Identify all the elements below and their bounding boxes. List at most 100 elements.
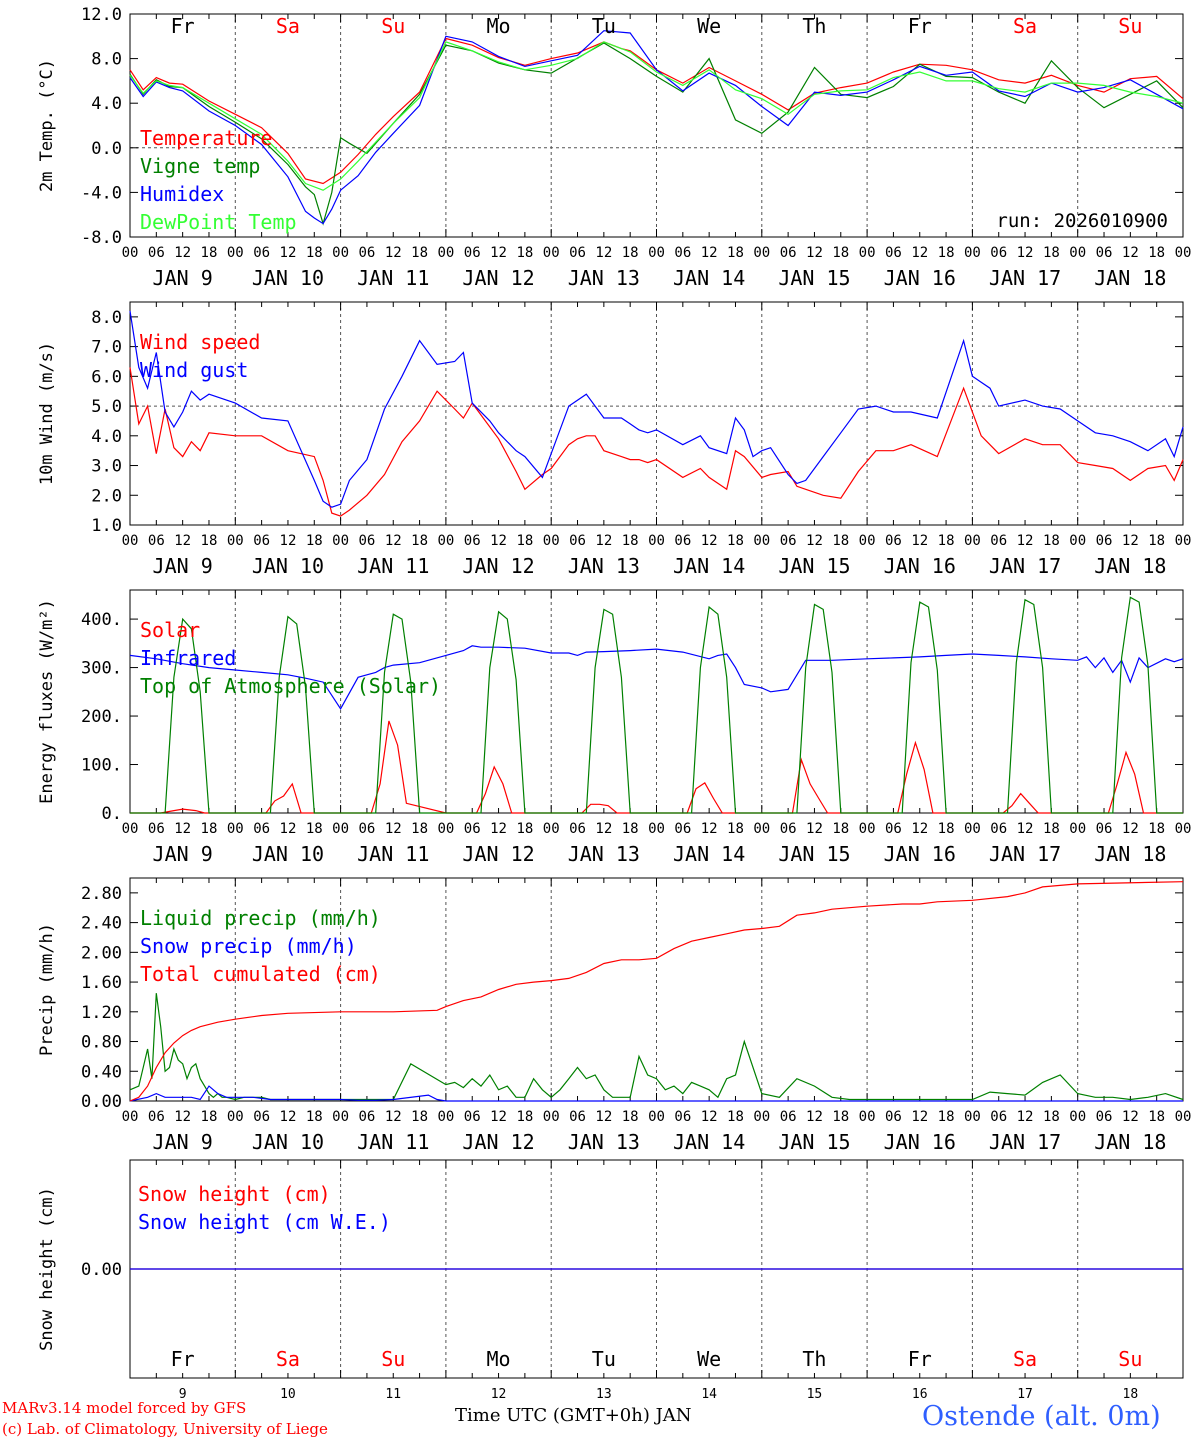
hour-tick-label: 06	[780, 533, 797, 549]
date-label: JAN 14	[673, 842, 745, 866]
y-tick-label: 3.0	[91, 457, 122, 477]
hour-tick-label: 18	[622, 245, 639, 261]
hour-tick-label: 00	[227, 1109, 244, 1125]
hour-tick-label: 12	[806, 821, 823, 837]
date-label: JAN 17	[989, 1130, 1061, 1154]
hour-tick-label: 06	[569, 1109, 586, 1125]
hour-tick-label: 00	[543, 533, 560, 549]
hour-tick-label: 12	[911, 1109, 928, 1125]
hour-tick-label: 18	[516, 245, 533, 261]
day-name-top: Fr	[171, 14, 195, 38]
hour-tick-label: 06	[1096, 1109, 1113, 1125]
date-label: JAN 12	[462, 842, 534, 866]
y-tick-label: 1.60	[81, 973, 122, 993]
date-label: JAN 17	[989, 266, 1061, 290]
hour-tick-label: 00	[859, 533, 876, 549]
panel-1	[129, 13, 1184, 238]
day-name-bottom: Su	[1118, 1347, 1142, 1371]
hour-tick-label: 00	[1175, 533, 1192, 549]
panel-2	[129, 301, 1184, 526]
hour-tick-label: 12	[1122, 1109, 1139, 1125]
series-line-wind-gust	[129, 310, 1184, 508]
series-line-snow-precip-mm-h	[129, 1085, 1183, 1102]
hour-tick-label: 06	[885, 821, 902, 837]
legend-entry: DewPoint Temp	[140, 210, 297, 234]
legend-entry: Total cumulated (cm)	[140, 962, 381, 986]
y-tick-label: 0.	[102, 804, 122, 824]
hour-tick-label: 06	[885, 533, 902, 549]
hour-tick-label: 00	[859, 821, 876, 837]
hour-tick-label: 00	[1069, 821, 1086, 837]
hour-tick-label: 06	[253, 1109, 270, 1125]
hour-tick-label: 18	[516, 821, 533, 837]
day-name-bottom: Fr	[908, 1347, 932, 1371]
hour-tick-label: 18	[1148, 1109, 1165, 1125]
y-tick-label: 12.0	[81, 5, 122, 25]
hour-tick-label: 00	[1069, 533, 1086, 549]
hour-tick-label: 18	[411, 533, 428, 549]
hour-tick-label: 00	[648, 245, 665, 261]
hour-tick-label: 18	[727, 821, 744, 837]
day-name-top: Mo	[487, 14, 511, 38]
hour-tick-label: 18	[938, 821, 955, 837]
hour-tick-label: 06	[990, 821, 1007, 837]
hour-tick-label: 12	[701, 821, 718, 837]
hour-tick-label: 12	[490, 533, 507, 549]
plot-frame	[129, 13, 1184, 238]
day-number-bottom: 9	[179, 1387, 187, 1402]
series-line-total-cumulated-cm	[129, 881, 1184, 1102]
day-name-top: Su	[1118, 14, 1142, 38]
day-number-bottom: 16	[912, 1387, 928, 1402]
legend-entry: Vigne temp	[140, 154, 260, 178]
hour-tick-label: 00	[753, 1109, 770, 1125]
y-tick-label: 4.0	[91, 427, 122, 447]
hour-tick-label: 18	[1043, 245, 1060, 261]
hour-tick-label: 00	[859, 1109, 876, 1125]
series-line-dewpoint-temp	[129, 41, 1184, 191]
date-label: JAN 13	[568, 842, 640, 866]
day-number-bottom: 18	[1123, 1387, 1139, 1402]
hour-tick-label: 18	[306, 821, 323, 837]
legend-entry: Infrared	[140, 646, 236, 670]
hour-tick-label: 12	[1122, 533, 1139, 549]
date-label: JAN 16	[884, 266, 956, 290]
hour-tick-label: 18	[1148, 821, 1165, 837]
hour-tick-label: 12	[280, 245, 297, 261]
y-tick-label: 7.0	[91, 338, 122, 358]
y-tick-label: 0.80	[81, 1033, 122, 1053]
y-tick-label: 0.00	[81, 1092, 122, 1112]
y-axis-title: 10m Wind (m/s)	[37, 342, 57, 485]
day-number-bottom: 11	[385, 1387, 401, 1402]
hour-tick-label: 00	[648, 533, 665, 549]
hour-tick-label: 12	[174, 245, 191, 261]
lab-credit-line: (c) Lab. of Climatology, University of L…	[2, 1420, 328, 1438]
hour-tick-label: 18	[516, 1109, 533, 1125]
hour-tick-label: 00	[1175, 1109, 1192, 1125]
hour-tick-label: 12	[806, 1109, 823, 1125]
hour-tick-label: 06	[1096, 245, 1113, 261]
station-title: Ostende (alt. 0m)	[922, 1401, 1161, 1432]
time-axis-label: Time UTC (GMT+0h) JAN	[455, 1405, 692, 1426]
hour-tick-label: 00	[437, 1109, 454, 1125]
hour-tick-label: 12	[1122, 245, 1139, 261]
y-tick-label: 0.00	[81, 1260, 122, 1280]
hour-tick-label: 06	[253, 821, 270, 837]
date-label: JAN 14	[673, 266, 745, 290]
date-label: JAN 16	[884, 554, 956, 578]
y-tick-label: 400.	[81, 610, 122, 630]
series-line-infrared	[129, 645, 1184, 710]
hour-tick-label: 18	[516, 533, 533, 549]
hour-tick-label: 00	[332, 821, 349, 837]
hour-tick-label: 06	[358, 245, 375, 261]
hour-tick-label: 00	[437, 821, 454, 837]
hour-tick-label: 12	[911, 245, 928, 261]
hour-tick-label: 00	[753, 821, 770, 837]
date-label: JAN 10	[252, 1130, 324, 1154]
y-axis-title: 2m Temp. (°C)	[37, 59, 57, 192]
hour-tick-label: 12	[701, 533, 718, 549]
legend-entry: Top of Atmosphere (Solar)	[140, 674, 441, 698]
date-label: JAN 13	[568, 1130, 640, 1154]
hour-tick-label: 18	[938, 533, 955, 549]
hour-tick-label: 18	[938, 1109, 955, 1125]
date-label: JAN 13	[568, 266, 640, 290]
